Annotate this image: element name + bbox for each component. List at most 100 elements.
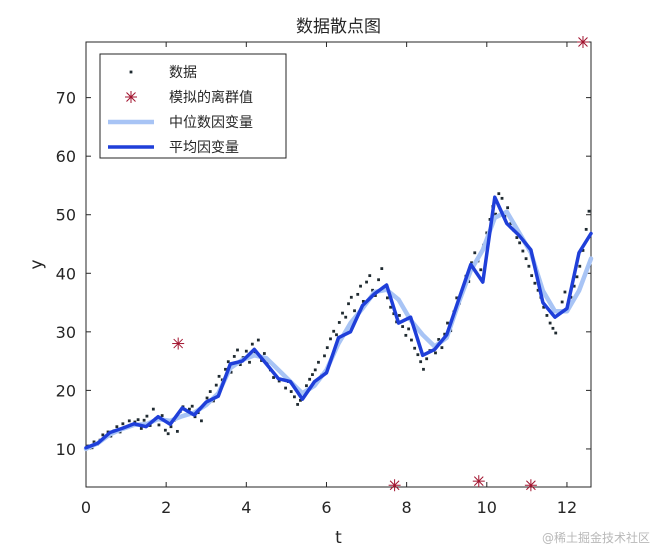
y-tick-label: 20 bbox=[56, 381, 76, 400]
data-point bbox=[506, 206, 510, 210]
data-point bbox=[166, 432, 170, 436]
y-axis-label: y bbox=[27, 259, 47, 269]
data-point bbox=[365, 280, 368, 284]
data-point bbox=[389, 305, 393, 309]
data-point bbox=[551, 326, 555, 330]
data-point bbox=[226, 360, 230, 364]
data-point bbox=[337, 321, 341, 324]
data-point bbox=[527, 264, 531, 268]
data-point bbox=[248, 360, 251, 364]
data-point bbox=[200, 419, 203, 423]
data-point bbox=[142, 418, 146, 422]
data-point bbox=[533, 281, 537, 285]
data-point bbox=[371, 288, 374, 292]
x-tick-label: 8 bbox=[402, 498, 412, 517]
data-point bbox=[205, 396, 209, 400]
outlier-point bbox=[388, 479, 401, 492]
data-point bbox=[361, 299, 365, 303]
data-point bbox=[518, 241, 522, 245]
chart-title: 数据散点图 bbox=[296, 17, 381, 37]
data-point bbox=[160, 414, 164, 417]
data-point bbox=[536, 288, 540, 292]
outlier-points bbox=[172, 36, 589, 492]
data-point bbox=[299, 398, 302, 402]
data-point bbox=[545, 314, 549, 317]
data-point bbox=[236, 348, 239, 352]
x-tick-label: 4 bbox=[241, 498, 251, 517]
y-tick-label: 40 bbox=[56, 264, 76, 283]
data-point bbox=[410, 338, 413, 342]
data-point bbox=[446, 321, 449, 325]
data-point bbox=[305, 384, 308, 388]
mean-line bbox=[84, 195, 593, 450]
data-point bbox=[341, 311, 344, 315]
median-line bbox=[83, 209, 594, 452]
legend-label: 平均因变量 bbox=[169, 140, 239, 156]
data-point bbox=[578, 264, 582, 268]
data-point bbox=[380, 267, 384, 270]
data-point bbox=[419, 360, 423, 364]
data-point bbox=[127, 419, 131, 423]
data-point bbox=[311, 373, 314, 376]
data-point bbox=[575, 275, 579, 279]
legend-label: 模拟的离群值 bbox=[169, 89, 253, 106]
data-point bbox=[208, 390, 212, 393]
data-point bbox=[385, 296, 389, 300]
y-axis: 10 20 30 40 50 60 70 bbox=[56, 89, 591, 459]
data-point bbox=[554, 331, 558, 335]
data-point bbox=[284, 386, 287, 390]
data-point bbox=[244, 349, 248, 353]
data-point bbox=[169, 425, 173, 429]
data-point bbox=[329, 337, 332, 341]
y-tick-label: 30 bbox=[56, 323, 76, 342]
data-point bbox=[479, 268, 483, 272]
y-tick-label: 10 bbox=[56, 440, 76, 459]
data-point bbox=[356, 292, 360, 296]
data-point bbox=[139, 427, 143, 430]
median-line-layer bbox=[83, 209, 594, 452]
data-point bbox=[262, 352, 266, 355]
data-point bbox=[293, 395, 296, 399]
data-point bbox=[214, 383, 218, 387]
data-point bbox=[587, 209, 591, 213]
data-point bbox=[335, 333, 338, 337]
data-point bbox=[317, 360, 320, 364]
data-point bbox=[344, 315, 348, 319]
data-point bbox=[548, 321, 552, 325]
data-point bbox=[256, 338, 260, 342]
data-point bbox=[404, 333, 408, 337]
data-point bbox=[224, 367, 227, 371]
legend-swatch-outlier bbox=[125, 91, 137, 103]
data-point bbox=[407, 327, 411, 331]
watermark: @稀土掘金技术社区 bbox=[542, 530, 650, 545]
data-point bbox=[572, 284, 576, 288]
data-point bbox=[232, 355, 236, 358]
data-point bbox=[92, 440, 96, 444]
data-point bbox=[398, 314, 401, 317]
outlier-point bbox=[472, 475, 485, 488]
data-point bbox=[145, 414, 149, 418]
data-point bbox=[515, 236, 519, 239]
data-point bbox=[437, 338, 441, 341]
data-point bbox=[416, 353, 420, 357]
data-point bbox=[470, 261, 473, 265]
data-point bbox=[353, 309, 356, 313]
data-point bbox=[377, 278, 380, 282]
data-point bbox=[500, 196, 504, 200]
legend-label: 中位数因变量 bbox=[169, 115, 253, 131]
data-point bbox=[401, 325, 405, 328]
data-point bbox=[359, 284, 362, 288]
data-point bbox=[151, 407, 155, 411]
data-point bbox=[157, 423, 161, 427]
data-point bbox=[584, 227, 588, 231]
data-point bbox=[163, 428, 167, 432]
data-point bbox=[323, 354, 326, 358]
data-point bbox=[101, 433, 105, 437]
y-tick-label: 50 bbox=[56, 206, 76, 225]
data-point bbox=[434, 351, 437, 355]
data-point bbox=[521, 249, 525, 253]
data-point bbox=[289, 390, 293, 393]
